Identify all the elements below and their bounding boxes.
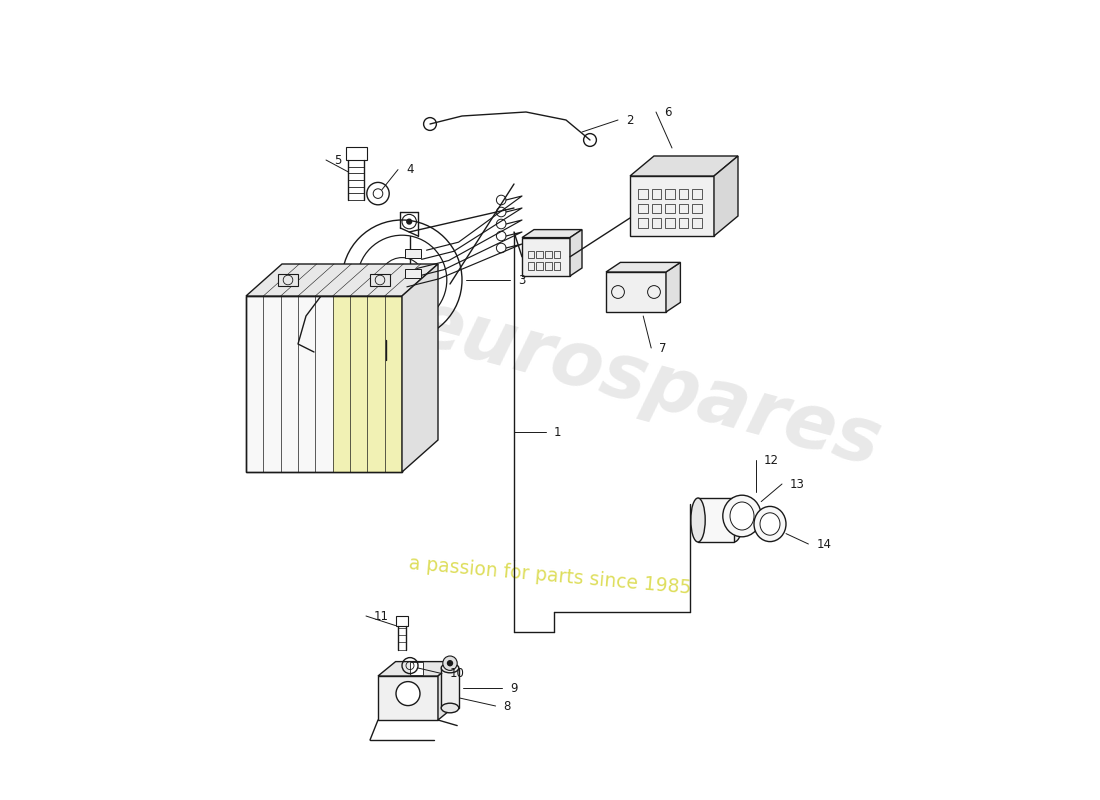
Bar bbox=[332, 296, 350, 472]
Bar bbox=[666, 189, 674, 198]
Bar bbox=[692, 218, 702, 228]
Circle shape bbox=[496, 195, 506, 205]
Circle shape bbox=[496, 243, 506, 253]
Polygon shape bbox=[714, 156, 738, 236]
Bar bbox=[378, 676, 438, 720]
Bar bbox=[546, 262, 551, 270]
Polygon shape bbox=[402, 264, 438, 472]
Bar bbox=[638, 189, 648, 198]
Circle shape bbox=[443, 656, 458, 670]
Text: 11: 11 bbox=[374, 610, 389, 622]
Polygon shape bbox=[570, 230, 582, 276]
Circle shape bbox=[496, 207, 506, 217]
Bar bbox=[630, 176, 714, 236]
Text: a passion for parts since 1985: a passion for parts since 1985 bbox=[408, 554, 692, 598]
Ellipse shape bbox=[691, 498, 705, 542]
Bar bbox=[651, 218, 661, 228]
Bar bbox=[367, 296, 385, 472]
Bar bbox=[528, 251, 534, 258]
Bar bbox=[405, 249, 421, 258]
Bar bbox=[606, 272, 666, 312]
Text: 1: 1 bbox=[554, 426, 561, 438]
Circle shape bbox=[396, 274, 408, 286]
Polygon shape bbox=[378, 662, 455, 676]
Bar bbox=[346, 147, 366, 160]
Circle shape bbox=[496, 231, 506, 241]
Bar bbox=[554, 251, 560, 258]
Bar bbox=[651, 189, 661, 198]
Ellipse shape bbox=[754, 506, 786, 542]
Bar bbox=[441, 668, 459, 708]
Bar bbox=[651, 204, 661, 214]
Bar bbox=[246, 296, 402, 472]
Text: 7: 7 bbox=[659, 342, 667, 354]
Ellipse shape bbox=[760, 513, 780, 535]
Text: 4: 4 bbox=[406, 163, 414, 176]
Bar bbox=[278, 274, 298, 286]
Polygon shape bbox=[666, 262, 681, 312]
Bar bbox=[350, 296, 367, 472]
Bar bbox=[698, 498, 734, 542]
Bar bbox=[522, 238, 570, 276]
Bar bbox=[679, 218, 689, 228]
Polygon shape bbox=[522, 230, 582, 238]
Text: 3: 3 bbox=[518, 274, 526, 286]
Bar bbox=[405, 269, 421, 278]
Text: 10: 10 bbox=[450, 667, 465, 680]
Bar bbox=[371, 274, 389, 286]
Circle shape bbox=[447, 660, 453, 666]
Ellipse shape bbox=[441, 663, 459, 673]
Ellipse shape bbox=[725, 498, 742, 542]
Bar bbox=[410, 662, 424, 675]
Circle shape bbox=[396, 682, 420, 706]
Ellipse shape bbox=[730, 502, 754, 530]
Text: 2: 2 bbox=[626, 114, 634, 126]
Polygon shape bbox=[630, 156, 738, 176]
Bar bbox=[679, 204, 689, 214]
Text: 14: 14 bbox=[816, 538, 832, 550]
Circle shape bbox=[407, 219, 411, 224]
Text: 12: 12 bbox=[763, 454, 779, 466]
Bar bbox=[396, 616, 408, 626]
Bar bbox=[692, 204, 702, 214]
Circle shape bbox=[496, 219, 506, 229]
Bar bbox=[554, 262, 560, 270]
Bar bbox=[546, 251, 551, 258]
Text: 5: 5 bbox=[334, 154, 341, 166]
Circle shape bbox=[406, 304, 414, 312]
Bar bbox=[385, 296, 402, 472]
Ellipse shape bbox=[723, 495, 761, 537]
Polygon shape bbox=[606, 262, 681, 272]
Bar bbox=[679, 189, 689, 198]
Bar bbox=[528, 262, 534, 270]
Bar bbox=[638, 218, 648, 228]
Bar bbox=[537, 262, 542, 270]
Ellipse shape bbox=[441, 703, 459, 713]
Bar bbox=[666, 204, 674, 214]
Polygon shape bbox=[246, 264, 438, 296]
Bar bbox=[246, 296, 402, 472]
Text: eurospares: eurospares bbox=[404, 286, 889, 482]
Bar bbox=[638, 204, 648, 214]
Text: 13: 13 bbox=[790, 478, 805, 490]
Text: 6: 6 bbox=[664, 106, 671, 118]
Text: 9: 9 bbox=[510, 682, 517, 694]
Polygon shape bbox=[438, 662, 455, 720]
Text: 8: 8 bbox=[504, 699, 512, 713]
Bar bbox=[692, 189, 702, 198]
Bar bbox=[537, 251, 542, 258]
Bar bbox=[666, 218, 674, 228]
